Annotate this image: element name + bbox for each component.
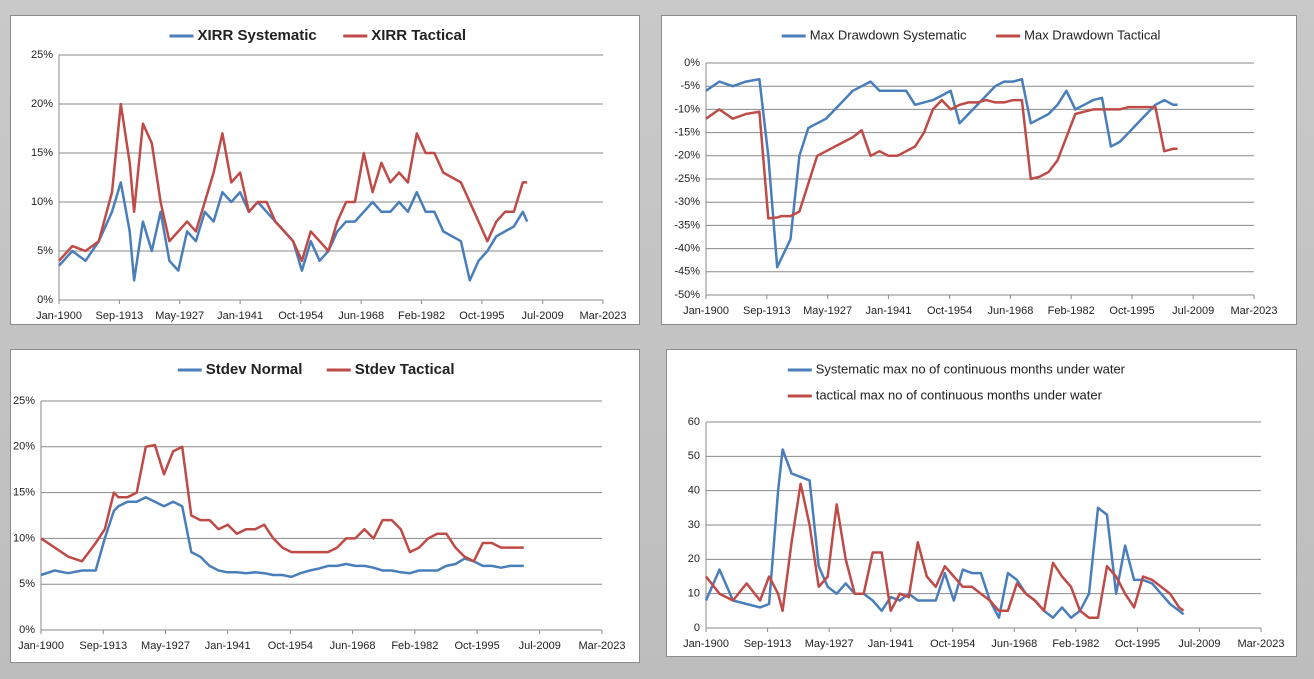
- chart: 0% 5% 10% 15% 20% 25% Jan-1900 Sep-1913 May-1927…: [31, 27, 627, 322]
- series-line: [705, 77, 1178, 269]
- y-tick-label: 20%: [13, 441, 35, 453]
- x-tick-label: Jan-1900: [36, 310, 82, 322]
- chart-panel: 0% -5% -10% -15% -20% -25% -30% -35% -40% -45% -50…: [661, 15, 1297, 325]
- x-tick-label: Feb-1982: [398, 310, 445, 322]
- x-tick-label: Oct-1995: [454, 640, 499, 652]
- x-tick-label: Oct-1954: [268, 640, 313, 652]
- x-tick-label: Sep-1913: [79, 640, 127, 652]
- y-tick-label: 50: [688, 450, 700, 462]
- y-tick-label: -10%: [674, 103, 700, 115]
- y-tick-label: 0: [694, 622, 700, 634]
- chart-panel: 0 10 20 30 40 50 60 Jan-1900 Sep-1913 May-1927 Jan…: [666, 349, 1297, 657]
- x-tick-label: Jul-2009: [522, 310, 564, 322]
- y-tick-label: 60: [688, 416, 700, 428]
- x-tick-label: Sep-1913: [744, 638, 792, 650]
- y-tick-label: 10%: [31, 196, 53, 208]
- series-line: [58, 102, 528, 263]
- y-tick-label: 10%: [13, 532, 35, 544]
- y-tick-label: -45%: [674, 266, 700, 278]
- chart: 0 10 20 30 40 50 60 Jan-1900 Sep-1913 May-1927 Jan…: [683, 361, 1284, 650]
- y-tick-label: 0%: [19, 624, 35, 636]
- y-tick-label: -50%: [674, 289, 700, 301]
- series-line: [705, 482, 1185, 619]
- y-tick-label: 20: [688, 553, 700, 565]
- y-tick-label: 25%: [13, 395, 35, 407]
- chart: 0% -5% -10% -15% -20% -25% -30% -35% -40% -45% -50…: [674, 27, 1277, 317]
- series-line: [704, 448, 1185, 619]
- legend-label: Stdev Normal: [206, 361, 303, 378]
- x-tick-label: Feb-1982: [1048, 305, 1095, 317]
- y-tick-label: 10: [688, 588, 700, 600]
- series-line: [705, 98, 1178, 220]
- y-tick-label: 25%: [31, 49, 53, 61]
- x-tick-label: Jan-1900: [683, 638, 729, 650]
- x-tick-label: Jul-2009: [1178, 638, 1220, 650]
- y-tick-label: 0%: [684, 57, 700, 69]
- x-tick-label: Oct-1954: [930, 638, 975, 650]
- y-tick-label: 5%: [37, 245, 53, 257]
- x-tick-label: Sep-1913: [743, 305, 791, 317]
- x-tick-label: Jan-1900: [18, 640, 64, 652]
- x-tick-label: Jan-1941: [217, 310, 263, 322]
- y-tick-label: 30: [688, 519, 700, 531]
- y-tick-label: -30%: [674, 196, 700, 208]
- legend-label: tactical max no of continuous months und…: [816, 387, 1103, 402]
- y-tick-label: -25%: [674, 173, 700, 185]
- y-tick-label: -40%: [674, 243, 700, 255]
- x-tick-label: Oct-1954: [278, 310, 323, 322]
- x-tick-label: Jan-1941: [868, 638, 914, 650]
- legend-label: Max Drawdown Systematic: [810, 27, 967, 42]
- x-tick-label: Jul-2009: [1172, 305, 1214, 317]
- y-tick-label: 0%: [37, 294, 53, 306]
- x-tick-label: Jun-1968: [338, 310, 384, 322]
- y-tick-label: -35%: [674, 219, 700, 231]
- x-tick-label: May-1927: [803, 305, 852, 317]
- chart-panel: 0% 5% 10% 15% 20% 25% Jan-1900 Sep-1913 May-1927…: [10, 15, 640, 325]
- y-tick-label: 5%: [19, 578, 35, 590]
- x-tick-label: Oct-1995: [459, 310, 504, 322]
- x-tick-label: Jan-1941: [865, 305, 911, 317]
- legend-label: XIRR Tactical: [371, 27, 466, 44]
- legend-label: Stdev Tactical: [355, 361, 455, 378]
- series-line: [40, 495, 524, 579]
- x-tick-label: Jun-1968: [330, 640, 376, 652]
- x-tick-label: Oct-1995: [1109, 305, 1154, 317]
- x-tick-label: Mar-2023: [1230, 305, 1277, 317]
- x-tick-label: Jun-1968: [987, 305, 1033, 317]
- y-tick-label: 20%: [31, 98, 53, 110]
- legend-label: Systematic max no of continuous months u…: [816, 361, 1126, 376]
- y-tick-label: -5%: [680, 80, 700, 92]
- chart: 0% 5% 10% 15% 20% 25% Jan-1900 Sep-1913 May-1927…: [13, 361, 626, 652]
- x-tick-label: Jan-1900: [683, 305, 729, 317]
- y-tick-label: -20%: [674, 150, 700, 162]
- x-tick-label: Jun-1968: [991, 638, 1037, 650]
- x-tick-label: Feb-1982: [391, 640, 438, 652]
- x-tick-label: Feb-1982: [1052, 638, 1099, 650]
- x-tick-label: Mar-2023: [1237, 638, 1284, 650]
- x-tick-label: Jan-1941: [205, 640, 251, 652]
- series-line: [40, 443, 524, 563]
- series-line: [58, 181, 529, 282]
- legend-label: Max Drawdown Tactical: [1024, 27, 1160, 42]
- x-tick-label: Mar-2023: [579, 310, 626, 322]
- x-tick-label: Oct-1995: [1115, 638, 1160, 650]
- y-tick-label: -15%: [674, 127, 700, 139]
- x-tick-label: Sep-1913: [96, 310, 144, 322]
- x-tick-label: Jul-2009: [519, 640, 561, 652]
- x-tick-label: May-1927: [155, 310, 204, 322]
- y-tick-label: 40: [688, 485, 700, 497]
- y-tick-label: 15%: [31, 147, 53, 159]
- y-tick-label: 15%: [13, 487, 35, 499]
- legend-label: XIRR Systematic: [198, 27, 317, 44]
- x-tick-label: Oct-1954: [927, 305, 972, 317]
- chart-panel: 0% 5% 10% 15% 20% 25% Jan-1900 Sep-1913 May-1927…: [10, 349, 640, 663]
- x-tick-label: May-1927: [805, 638, 854, 650]
- x-tick-label: Mar-2023: [578, 640, 625, 652]
- x-tick-label: May-1927: [141, 640, 190, 652]
